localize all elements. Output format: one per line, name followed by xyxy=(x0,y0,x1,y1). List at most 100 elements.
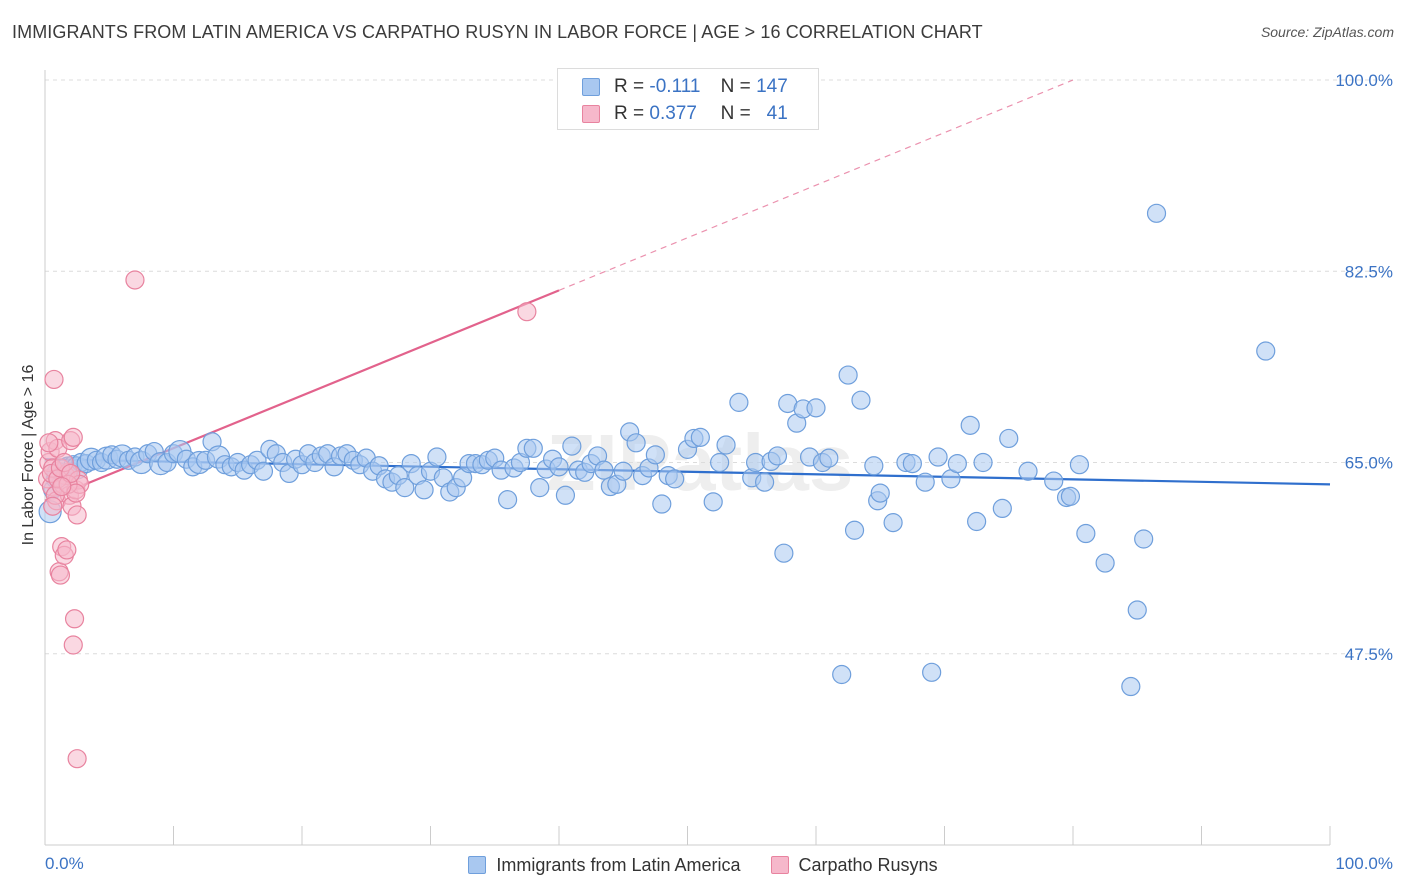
data-point xyxy=(613,461,633,481)
y-tick-labels: 47.5% 65.0% 82.5% 100.0% xyxy=(1335,71,1393,664)
legend-r-label: R = xyxy=(614,103,645,124)
data-point xyxy=(851,390,871,410)
data-point xyxy=(1146,203,1167,223)
data-point xyxy=(864,456,884,476)
data-point xyxy=(67,505,87,525)
data-point xyxy=(39,433,59,453)
legend-n-value-blue: 147 xyxy=(756,76,788,97)
data-point xyxy=(64,609,85,629)
y-tick-label: 47.5% xyxy=(1345,645,1393,664)
data-point xyxy=(44,369,64,390)
data-point xyxy=(63,635,83,655)
legend-r-value-blue: -0.111 xyxy=(649,76,701,97)
x-tick-label: 0.0% xyxy=(45,854,84,873)
data-point xyxy=(67,749,87,769)
data-point xyxy=(52,476,72,497)
trend-line-dashed xyxy=(558,79,1074,291)
data-point xyxy=(1095,553,1115,573)
legend-row-blue: R = -0.111 N = 147 xyxy=(582,74,788,100)
legend-n-value-pink: 41 xyxy=(766,103,788,124)
y-tick-label: 100.0% xyxy=(1335,71,1393,90)
data-point xyxy=(1069,455,1090,475)
legend-item-carpatho-rusyns[interactable]: Carpatho Rusyns xyxy=(770,854,938,876)
data-point xyxy=(555,485,576,505)
data-point xyxy=(967,511,987,532)
data-point xyxy=(50,565,71,585)
data-point xyxy=(57,540,77,560)
data-point xyxy=(883,513,903,533)
legend-r-value-pink: 0.377 xyxy=(649,103,697,124)
series-carpatho-rusyns xyxy=(37,270,537,769)
data-point xyxy=(915,472,935,492)
y-axis-label: In Labor Force | Age > 16 xyxy=(20,365,37,546)
data-point xyxy=(395,478,415,498)
data-point xyxy=(414,480,434,500)
data-point xyxy=(1121,676,1141,697)
data-point xyxy=(523,438,543,458)
data-point xyxy=(716,435,736,455)
data-point xyxy=(652,494,672,514)
data-point xyxy=(253,461,274,481)
data-point xyxy=(710,452,730,473)
data-point xyxy=(498,490,518,510)
legend-n-label: N = xyxy=(720,76,751,97)
data-point xyxy=(960,415,980,435)
data-point xyxy=(767,446,788,466)
data-point xyxy=(947,453,967,474)
legend-label-latin-america: Immigrants from Latin America xyxy=(496,854,741,875)
data-point xyxy=(645,445,665,465)
legend-row-pink: R = 0.377 N = 41 xyxy=(582,101,788,127)
data-point xyxy=(562,436,582,456)
data-point xyxy=(125,270,145,290)
data-point xyxy=(626,433,646,453)
data-point xyxy=(1127,600,1147,620)
grid-lines xyxy=(45,79,1392,655)
legend-swatch-pink xyxy=(582,105,600,123)
data-point xyxy=(1060,486,1081,506)
data-point xyxy=(902,453,922,474)
series-legend: Immigrants from Latin America Carpatho R… xyxy=(0,852,1406,878)
legend-swatch-blue xyxy=(468,856,487,874)
data-point xyxy=(43,496,63,516)
data-point xyxy=(819,448,839,468)
data-point xyxy=(517,302,537,322)
data-point xyxy=(774,543,794,563)
data-point xyxy=(427,447,447,467)
data-point xyxy=(1076,523,1096,544)
stats-legend: R = -0.111 N = 147 R = 0.377 N = 41 xyxy=(557,68,819,130)
data-point xyxy=(1044,471,1064,491)
data-point xyxy=(594,460,614,480)
legend-swatch-pink xyxy=(770,856,789,874)
data-point xyxy=(999,428,1019,449)
chart-source: Source: ZipAtlas.com xyxy=(1260,24,1394,40)
data-point xyxy=(530,478,550,498)
data-point xyxy=(729,392,749,412)
data-point xyxy=(1018,461,1038,481)
data-point xyxy=(665,469,685,489)
data-point xyxy=(838,365,858,385)
data-point xyxy=(922,662,942,682)
legend-label-carpatho-rusyns: Carpatho Rusyns xyxy=(798,854,938,875)
data-point xyxy=(832,664,852,685)
data-point xyxy=(1256,341,1276,361)
data-point xyxy=(806,398,826,418)
legend-swatch-blue xyxy=(582,78,600,96)
chart-title: IMMIGRANTS FROM LATIN AMERICA VS CARPATH… xyxy=(12,22,983,42)
data-point xyxy=(690,427,710,447)
data-point xyxy=(973,452,993,473)
legend-r-label: R = xyxy=(614,76,645,97)
data-point xyxy=(928,447,948,467)
y-tick-label: 82.5% xyxy=(1345,262,1393,281)
data-point xyxy=(549,457,569,477)
data-point xyxy=(844,520,865,540)
data-points xyxy=(37,203,1276,769)
data-point xyxy=(754,472,775,492)
data-point xyxy=(63,427,83,447)
legend-item-latin-america[interactable]: Immigrants from Latin America xyxy=(468,854,741,876)
data-point xyxy=(1134,529,1154,549)
data-point xyxy=(992,498,1012,518)
data-point xyxy=(61,463,81,484)
x-tick-label: 100.0% xyxy=(1335,854,1393,873)
series-latin-america xyxy=(38,203,1276,697)
